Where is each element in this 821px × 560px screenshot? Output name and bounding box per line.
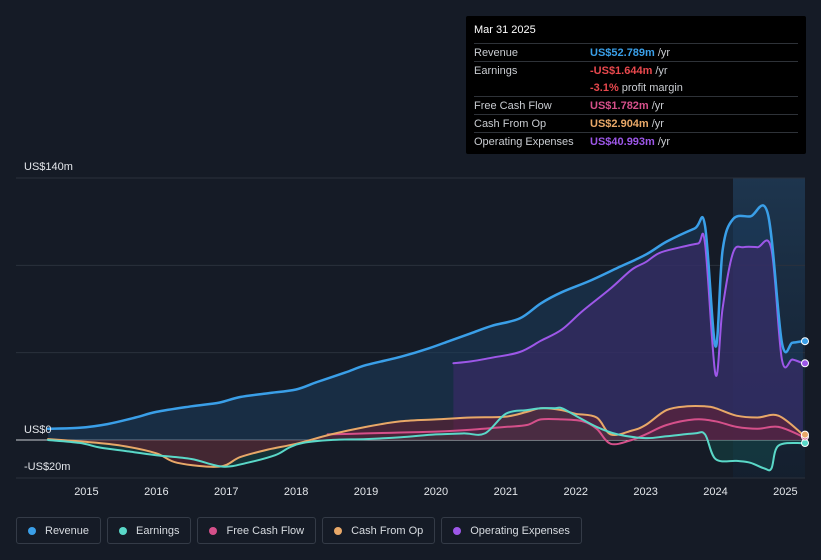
legend: Revenue Earnings Free Cash Flow Cash Fro… [16,517,588,546]
tooltip-unit: /yr [657,46,671,59]
x-tick-label: 2016 [144,486,168,498]
legend-item-free-cash-flow[interactable]: Free Cash Flow [197,517,317,544]
legend-item-revenue[interactable]: Revenue [16,517,102,544]
y-tick-label: US$0 [24,424,52,436]
tooltip-value: US$40.993m [590,135,655,148]
legend-label: Free Cash Flow [226,524,305,537]
legend-item-operating-expenses[interactable]: Operating Expenses [441,517,582,544]
tooltip-date: Mar 31 2025 [474,24,536,36]
legend-label: Cash From Op [351,524,424,537]
x-tick-label: 2024 [703,486,727,498]
legend-item-cash-from-op[interactable]: Cash From Op [322,517,436,544]
tooltip-label: Free Cash Flow [474,99,552,112]
legend-dot-icon [209,526,218,535]
revenue-line [46,204,805,431]
tooltip-row-revenue: Revenue US$52.789m /yr [474,43,798,61]
tooltip-row-profit-margin: -3.1% profit margin [474,79,798,96]
tooltip-unit: /yr [651,99,664,112]
tooltip-unit: /yr [655,64,668,77]
series-end-dots [801,337,809,448]
tooltip-value: -US$1.644m [590,64,653,77]
x-tick-label: 2021 [494,486,518,498]
revenue-end-dot [801,337,809,346]
tooltip-label: Earnings [474,64,518,77]
data-tooltip: Mar 31 2025 Revenue US$52.789m /yr Earni… [466,16,806,154]
cash-from-op-end-dot [801,430,809,439]
tooltip-row-cash-from-op: Cash From Op US$2.904m /yr [474,114,798,132]
series-lines [46,204,805,472]
y-axis: US$140m US$0 -US$20m [24,161,73,473]
legend-label: Revenue [45,524,90,537]
tooltip-value: US$1.782m [590,99,649,112]
x-axis: 2015 2016 2017 2018 2019 2020 2021 2022 2023 2024… [74,486,797,498]
tooltip-value: US$52.789m [590,46,655,59]
tooltip-unit: profit margin [621,81,683,94]
operating-expenses-area [453,233,803,440]
legend-dot-icon [119,526,128,535]
operating-expenses-end-dot [801,359,809,368]
tooltip-row-free-cash-flow: Free Cash Flow US$1.782m /yr [474,96,798,114]
tooltip-row-operating-expenses: Operating Expenses US$40.993m /yr [474,132,798,150]
x-tick-label: 2025 [773,486,797,498]
tooltip-unit: /yr [651,117,664,130]
tooltip-label: Revenue [474,46,519,59]
x-tick-label: 2020 [424,486,448,498]
y-tick-label: -US$20m [24,461,70,473]
x-tick-label: 2019 [354,486,378,498]
legend-label: Operating Expenses [470,524,570,537]
legend-dot-icon [28,526,36,535]
tooltip-value: -3.1% [590,81,619,94]
legend-label: Earnings [136,524,180,537]
x-tick-label: 2022 [563,486,587,498]
tooltip-label: Cash From Op [474,117,547,130]
tooltip-value: US$2.904m [590,117,649,130]
legend-dot-icon [334,526,343,535]
operating-expenses-line [452,232,804,377]
x-tick-label: 2018 [284,486,308,498]
earnings-line [47,406,804,472]
series-areas [48,205,803,471]
legend-dot-icon [453,526,462,535]
x-tick-label: 2015 [74,486,98,498]
y-tick-label: US$140m [24,161,73,173]
tooltip-unit: /yr [657,135,671,148]
cash-from-op-area [48,405,803,467]
free-cash-flow-line [326,417,804,446]
legend-item-earnings[interactable]: Earnings [107,517,192,544]
x-tick-label: 2017 [214,486,238,498]
tooltip-label: Operating Expenses [474,135,574,148]
x-tick-label: 2023 [633,486,657,498]
tooltip-row-earnings: Earnings -US$1.644m /yr [474,61,798,79]
